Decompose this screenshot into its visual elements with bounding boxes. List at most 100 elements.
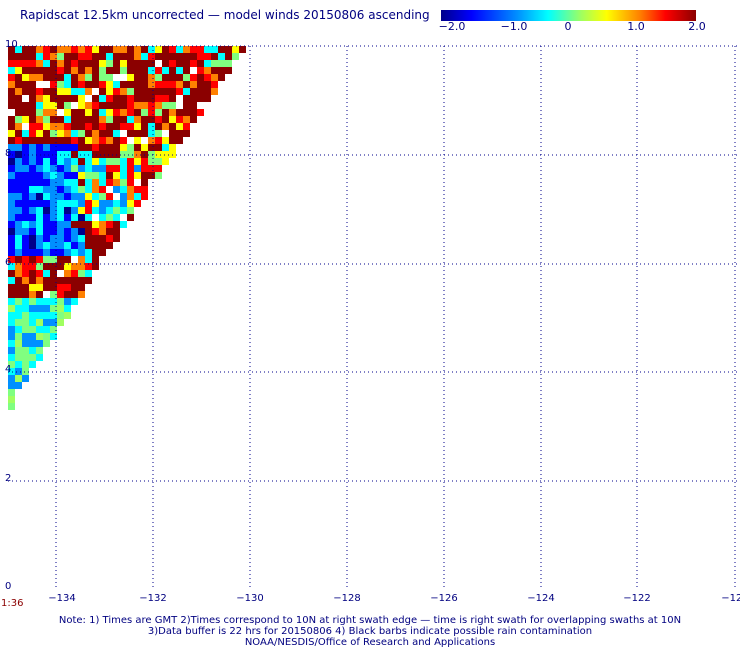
- x-tick-label: −132: [139, 593, 167, 604]
- swath-cell: [8, 207, 15, 214]
- swath-cell: [148, 123, 155, 130]
- swath-cell: [183, 74, 190, 81]
- swath-cell: [29, 298, 36, 305]
- swath-cell: [22, 179, 29, 186]
- swath-cell: [78, 221, 85, 228]
- swath-cell: [120, 200, 127, 207]
- swath-cell: [15, 116, 22, 123]
- lat-lon-grid: [8, 45, 738, 590]
- swath-cell: [120, 137, 127, 144]
- swath-cell: [29, 291, 36, 298]
- swath-cell: [141, 46, 148, 53]
- swath-cell: [8, 382, 15, 389]
- swath-cell: [8, 95, 15, 102]
- swath-cell: [22, 298, 29, 305]
- swath-cell: [29, 137, 36, 144]
- swath-cell: [183, 60, 190, 67]
- swath-cell: [71, 88, 78, 95]
- swath-cell: [169, 123, 176, 130]
- swath-cell: [106, 102, 113, 109]
- swath-cell: [155, 123, 162, 130]
- swath-cell: [43, 263, 50, 270]
- swath-cell: [22, 200, 29, 207]
- swath-cell: [71, 228, 78, 235]
- swath-cell: [92, 179, 99, 186]
- swath-cell: [176, 130, 183, 137]
- swath-cell: [183, 123, 190, 130]
- swath-cell: [15, 137, 22, 144]
- swath-cell: [99, 137, 106, 144]
- swath-cell: [22, 277, 29, 284]
- swath-cell: [57, 74, 64, 81]
- swath-cell: [197, 53, 204, 60]
- swath-cell: [162, 116, 169, 123]
- swath-cell: [43, 53, 50, 60]
- swath-cell: [134, 53, 141, 60]
- swath-cell: [162, 53, 169, 60]
- swath-cell: [15, 277, 22, 284]
- swath-cell: [8, 291, 15, 298]
- swath-cell: [155, 109, 162, 116]
- swath-cell: [197, 88, 204, 95]
- swath-cell: [8, 403, 15, 410]
- swath-cell: [29, 256, 36, 263]
- swath-cell: [15, 151, 22, 158]
- swath-cell: [169, 130, 176, 137]
- swath-cell: [78, 256, 85, 263]
- swath-cell: [15, 284, 22, 291]
- y-tick-label: 10: [5, 39, 18, 50]
- swath-cell: [22, 270, 29, 277]
- swath-cell: [64, 235, 71, 242]
- swath-cell: [64, 158, 71, 165]
- swath-cell: [8, 144, 15, 151]
- swath-cell: [99, 81, 106, 88]
- swath-cell: [71, 123, 78, 130]
- swath-cell: [29, 67, 36, 74]
- swath-cell: [22, 228, 29, 235]
- swath-cell: [8, 235, 15, 242]
- swath-cell: [43, 88, 50, 95]
- swath-cell: [29, 123, 36, 130]
- swath-cell: [127, 172, 134, 179]
- swath-cell: [29, 81, 36, 88]
- swath-cell: [106, 109, 113, 116]
- swath-cell: [148, 74, 155, 81]
- swath-cell: [162, 151, 169, 158]
- swath-cell: [113, 207, 120, 214]
- swath-cell: [29, 270, 36, 277]
- swath-cell: [99, 67, 106, 74]
- swath-cell: [190, 74, 197, 81]
- swath-cell: [127, 186, 134, 193]
- swath-cell: [106, 214, 113, 221]
- swath-cell: [22, 221, 29, 228]
- swath-cell: [36, 46, 43, 53]
- swath-cell: [8, 298, 15, 305]
- swath-cell: [36, 298, 43, 305]
- swath-cell: [71, 144, 78, 151]
- swath-cell: [92, 263, 99, 270]
- swath-cell: [29, 130, 36, 137]
- swath-cell: [71, 67, 78, 74]
- swath-cell: [8, 389, 15, 396]
- swath-cell: [43, 249, 50, 256]
- swath-cell: [106, 158, 113, 165]
- swath-cell: [15, 172, 22, 179]
- swath-cell: [57, 284, 64, 291]
- swath-cell: [8, 249, 15, 256]
- swath-cell: [43, 130, 50, 137]
- swath-cell: [155, 95, 162, 102]
- swath-cell: [120, 165, 127, 172]
- swath-cell: [50, 151, 57, 158]
- swath-cell: [8, 179, 15, 186]
- swath-cell: [36, 158, 43, 165]
- x-tick-label: −130: [236, 593, 264, 604]
- swath-cell: [57, 67, 64, 74]
- swath-cell: [22, 137, 29, 144]
- swath-cell: [176, 67, 183, 74]
- swath-cell: [141, 165, 148, 172]
- swath-cell: [99, 221, 106, 228]
- swath-cell: [120, 67, 127, 74]
- swath-cell: [64, 116, 71, 123]
- swath-cell: [127, 214, 134, 221]
- swath-cell: [57, 291, 64, 298]
